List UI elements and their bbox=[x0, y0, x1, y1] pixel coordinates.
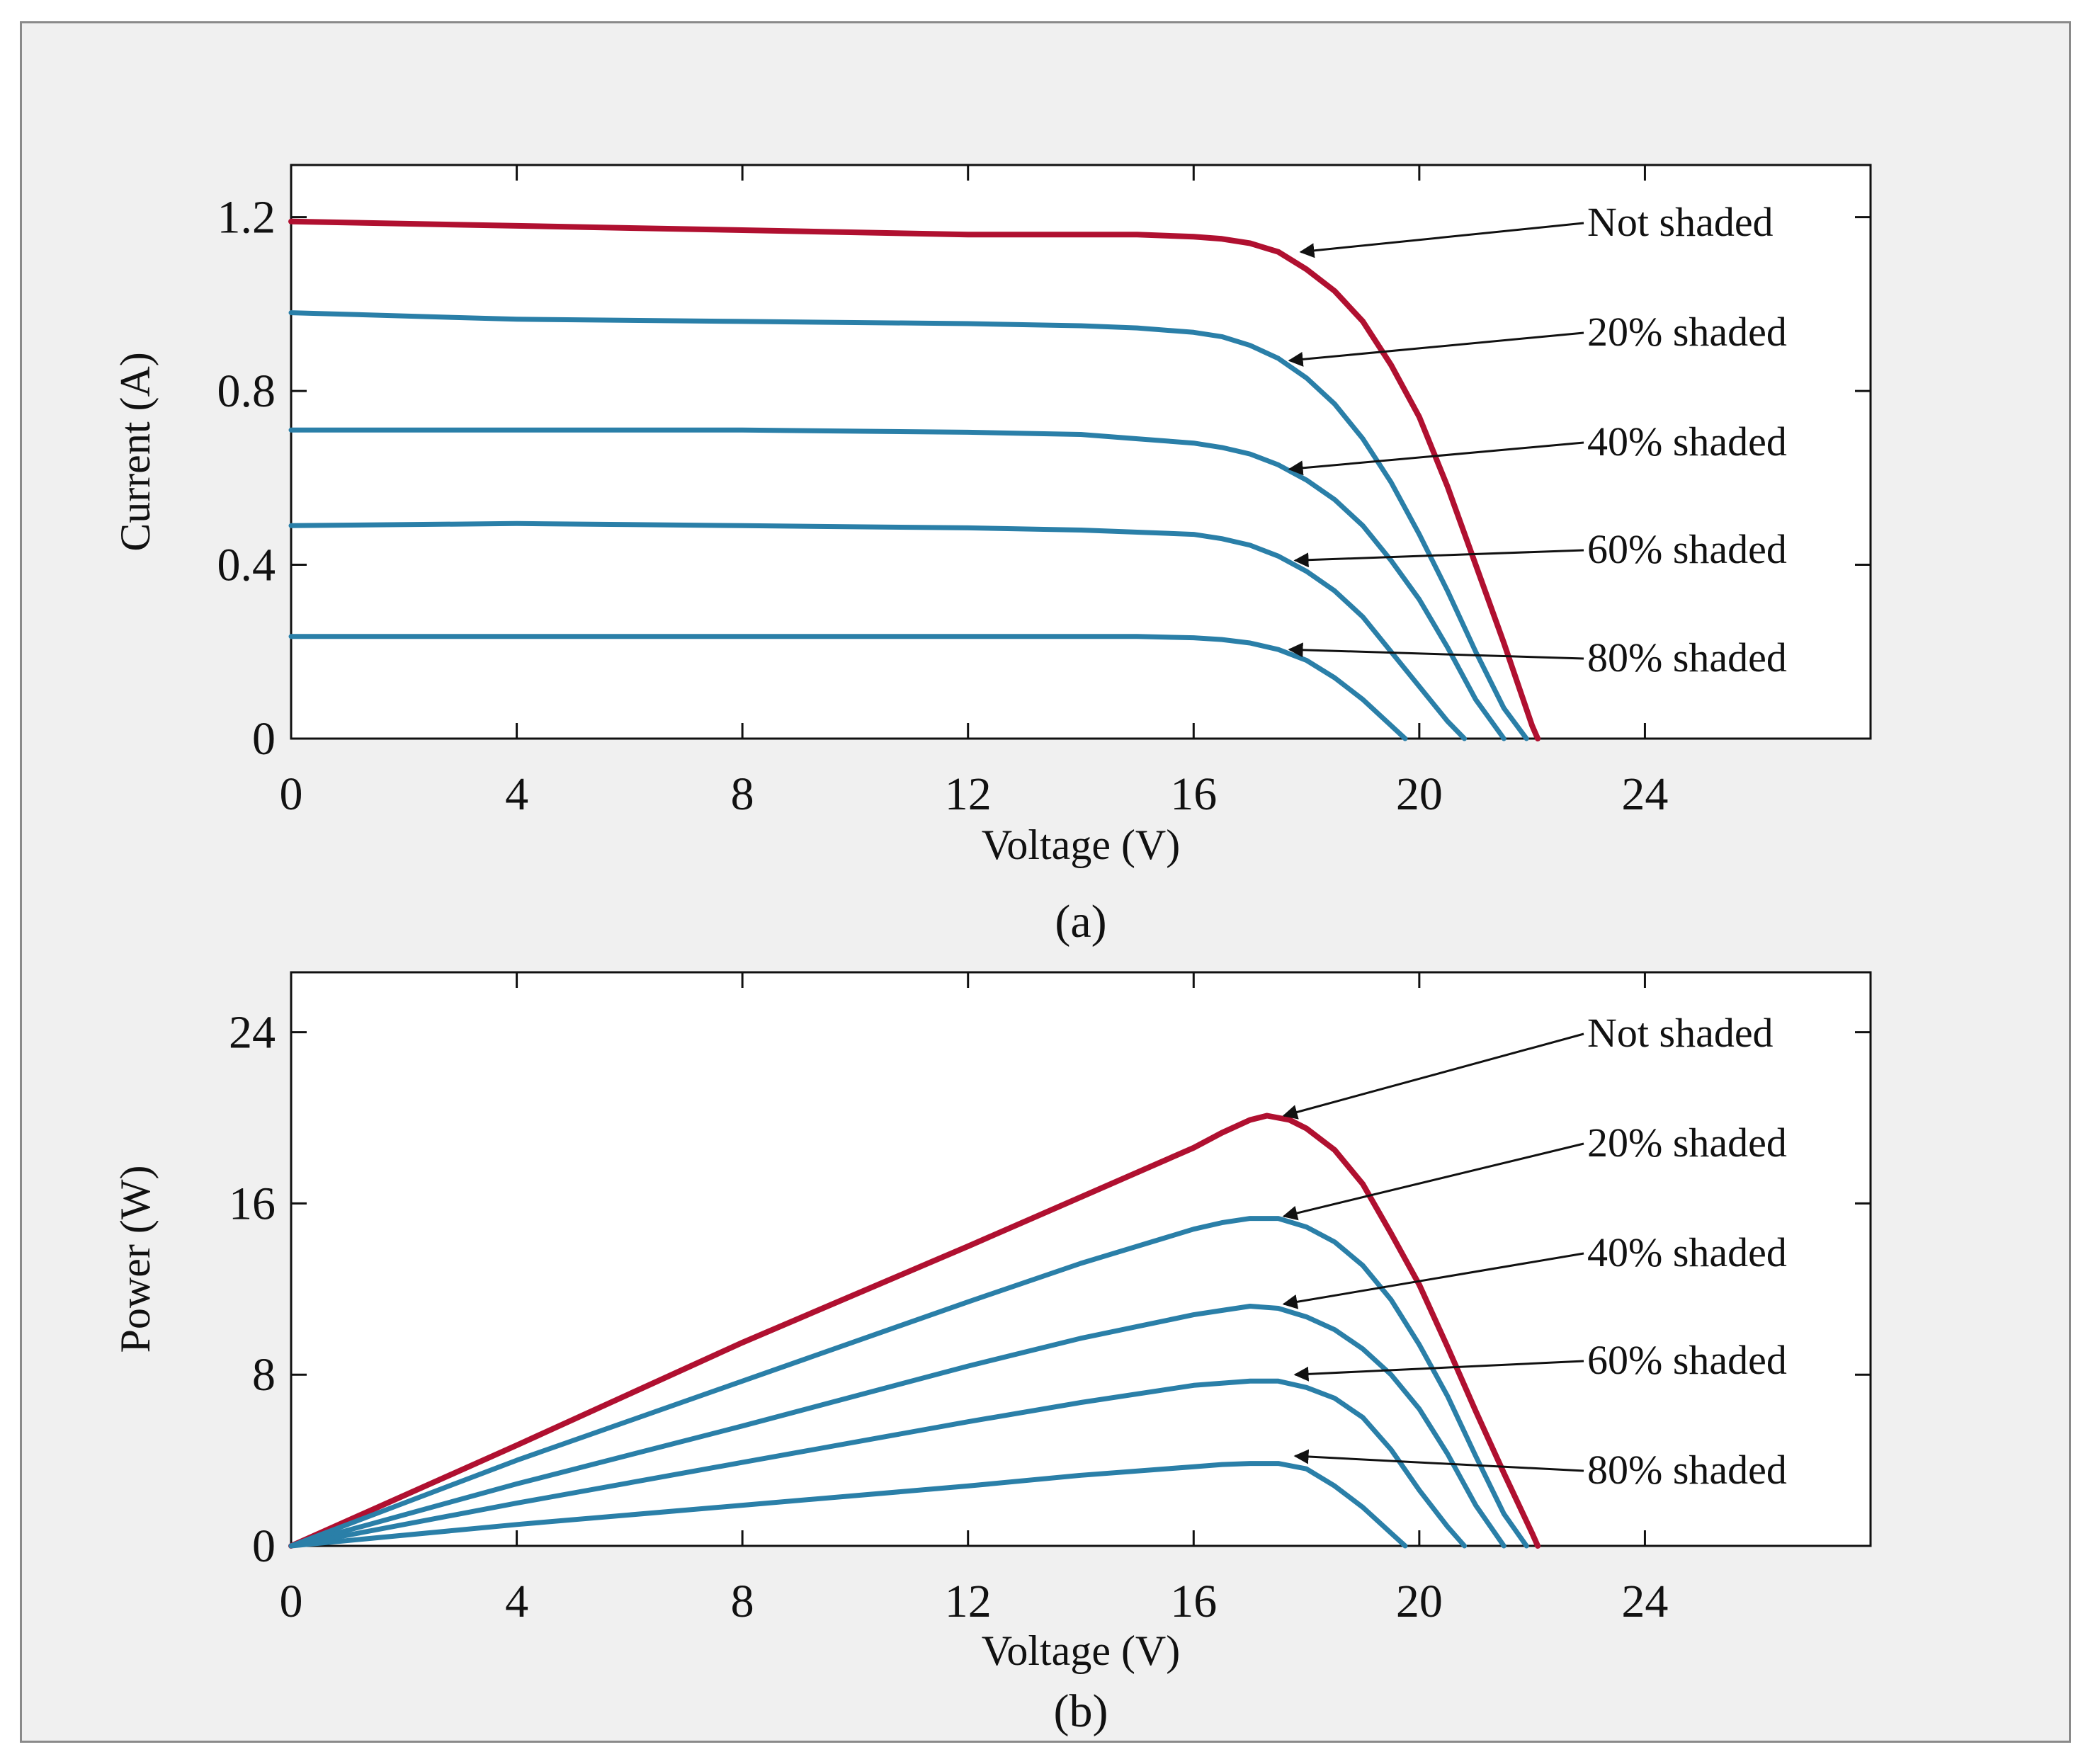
series-line-not-shaded bbox=[288, 218, 1541, 741]
annotation-label: 20% shaded bbox=[1587, 1120, 1787, 1166]
panel-label: (a) bbox=[1055, 896, 1106, 948]
x-tick-label: 24 bbox=[1621, 1576, 1668, 1627]
x-tick-label: 8 bbox=[731, 1576, 754, 1627]
x-tick-label: 16 bbox=[1170, 1576, 1217, 1627]
annotation-arrow bbox=[1288, 331, 1584, 367]
y-tick-label: 1.2 bbox=[217, 192, 276, 244]
annotation-arrow bbox=[1293, 549, 1584, 568]
x-tick-label: 12 bbox=[945, 1576, 992, 1627]
plot-area bbox=[290, 164, 1872, 740]
annotation-label: 20% shaded bbox=[1587, 309, 1787, 355]
y-tick-label: 0 bbox=[252, 713, 276, 765]
y-tick-label: 16 bbox=[229, 1178, 276, 1229]
series-line-40-shaded bbox=[288, 1304, 1507, 1549]
series-line-60-shaded bbox=[288, 520, 1468, 741]
y-tick-label: 0.8 bbox=[217, 365, 276, 417]
annotation-label: Not shaded bbox=[1587, 1010, 1774, 1056]
chart-svg: 0 4 8 12 16 20 24 0 0.4 0.8 1.2 Not shaded 20% shade… bbox=[112, 164, 1872, 1737]
x-tick-label: 16 bbox=[1170, 768, 1217, 820]
series-line-80-shaded bbox=[288, 634, 1408, 741]
x-tick-label: 4 bbox=[505, 768, 528, 820]
y-tick-label: 0 bbox=[252, 1520, 276, 1572]
series-line-20-shaded bbox=[288, 1216, 1529, 1549]
y-tick-label: 0.4 bbox=[217, 540, 276, 591]
series-line-80-shaded bbox=[288, 1461, 1408, 1549]
annotation-arrow bbox=[1282, 1252, 1584, 1309]
x-tick-label: 8 bbox=[731, 768, 754, 820]
annotation-label: 40% shaded bbox=[1587, 419, 1787, 465]
figure-panel: 0 4 8 12 16 20 24 0 0.4 0.8 1.2 Not shaded 20% shade… bbox=[20, 21, 2071, 1743]
series-line-20-shaded bbox=[288, 310, 1529, 741]
annotation-arrow bbox=[1282, 1142, 1584, 1221]
x-tick-label: 20 bbox=[1396, 768, 1443, 820]
panel-label: (b) bbox=[1054, 1685, 1108, 1737]
x-tick-label: 0 bbox=[280, 1576, 303, 1627]
series-line-40-shaded bbox=[288, 427, 1507, 741]
y-axis-label: Power (W) bbox=[112, 1166, 159, 1353]
plot-area bbox=[290, 971, 1872, 1547]
y-tick-label: 24 bbox=[229, 1007, 276, 1059]
annotation-label: 80% shaded bbox=[1587, 635, 1787, 681]
annotation-arrow bbox=[1293, 1449, 1584, 1472]
annotation-arrow bbox=[1282, 1032, 1584, 1120]
x-tick-label: 24 bbox=[1621, 768, 1668, 820]
annotation-arrow bbox=[1299, 222, 1584, 258]
annotation-label: Not shaded bbox=[1587, 199, 1774, 245]
annotation-arrow bbox=[1293, 1360, 1584, 1382]
x-tick-label: 12 bbox=[945, 768, 992, 820]
annotation-label: 80% shaded bbox=[1587, 1447, 1787, 1493]
series-line-not-shaded bbox=[288, 1113, 1541, 1549]
chart-panel-a: 0 4 8 12 16 20 24 0 0.4 0.8 1.2 Not shaded 20% shade… bbox=[112, 164, 1872, 948]
x-axis-label: Voltage (V) bbox=[982, 1627, 1181, 1674]
annotation-label: 40% shaded bbox=[1587, 1229, 1787, 1275]
annotation-arrow bbox=[1288, 441, 1584, 476]
x-tick-label: 20 bbox=[1396, 1576, 1443, 1627]
annotation-label: 60% shaded bbox=[1587, 1337, 1787, 1383]
x-axis-label: Voltage (V) bbox=[982, 821, 1181, 868]
x-tick-label: 4 bbox=[505, 1576, 528, 1627]
y-axis-label: Current (A) bbox=[112, 352, 159, 552]
series-line-60-shaded bbox=[288, 1378, 1468, 1549]
annotation-label: 60% shaded bbox=[1587, 526, 1787, 572]
y-tick-label: 8 bbox=[252, 1349, 276, 1401]
x-tick-label: 0 bbox=[280, 768, 303, 820]
annotation-arrow bbox=[1288, 642, 1584, 660]
chart-panel-b: 0 4 8 12 16 20 24 0 8 16 24 Not shaded 20% shaded 40%… bbox=[112, 971, 1872, 1737]
